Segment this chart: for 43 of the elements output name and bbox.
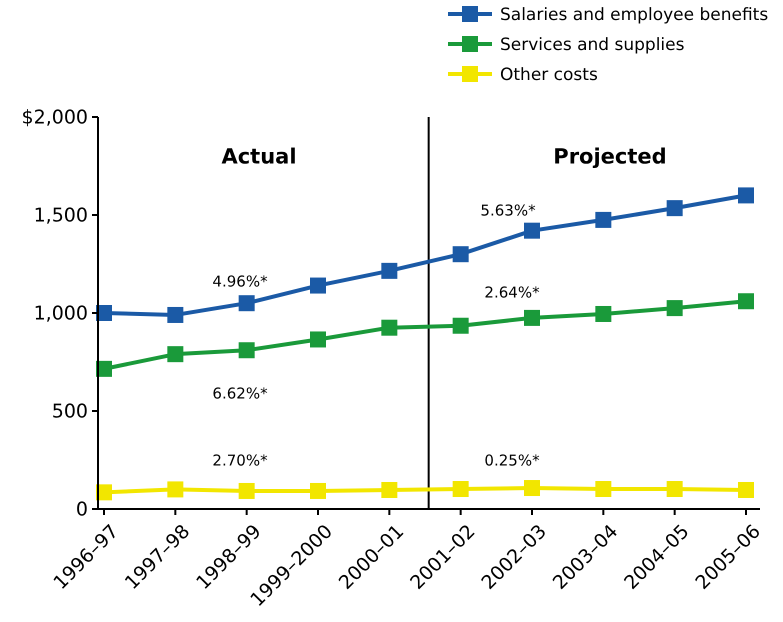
- point: [666, 481, 683, 498]
- point: [738, 293, 754, 310]
- y-tick-label: 1,000: [34, 302, 88, 325]
- annotation: 2.64%*: [484, 283, 540, 302]
- point: [310, 331, 326, 348]
- y-tick-label: $2,000: [22, 106, 88, 129]
- point: [595, 481, 612, 498]
- point: [167, 346, 184, 362]
- point: [381, 262, 398, 279]
- annotation: 4.96%*: [212, 272, 268, 290]
- point: [310, 482, 326, 499]
- point: [524, 310, 540, 326]
- point: [238, 342, 255, 358]
- point: [666, 300, 683, 316]
- point: [381, 320, 398, 336]
- point: [524, 480, 540, 496]
- y-tick-label: 0: [76, 498, 88, 521]
- point: [167, 306, 184, 323]
- annotation: Actual: [221, 144, 297, 168]
- point: [167, 481, 184, 498]
- annotation: 5.63%*: [480, 201, 536, 220]
- y-tick-label: 1,500: [34, 204, 88, 227]
- legend-label: Salaries and employee benefits: [500, 4, 768, 25]
- point: [452, 246, 469, 262]
- annotation: Projected: [553, 144, 667, 168]
- point: [738, 187, 754, 204]
- point: [452, 318, 469, 334]
- annotation: 0.25%*: [484, 451, 540, 470]
- annotation: 6.62%*: [212, 384, 268, 402]
- point: [666, 200, 683, 216]
- point: [524, 222, 540, 239]
- legend-label: Services and supplies: [500, 34, 685, 55]
- point: [595, 306, 612, 322]
- point: [595, 212, 612, 228]
- y-tick-label: 500: [52, 400, 88, 423]
- legend-label: Other costs: [500, 64, 598, 85]
- point: [238, 482, 255, 499]
- point: [381, 482, 398, 498]
- annotation: 2.70%*: [212, 451, 268, 470]
- point: [738, 482, 754, 498]
- point: [452, 481, 469, 498]
- point: [310, 278, 326, 294]
- point: [238, 295, 255, 312]
